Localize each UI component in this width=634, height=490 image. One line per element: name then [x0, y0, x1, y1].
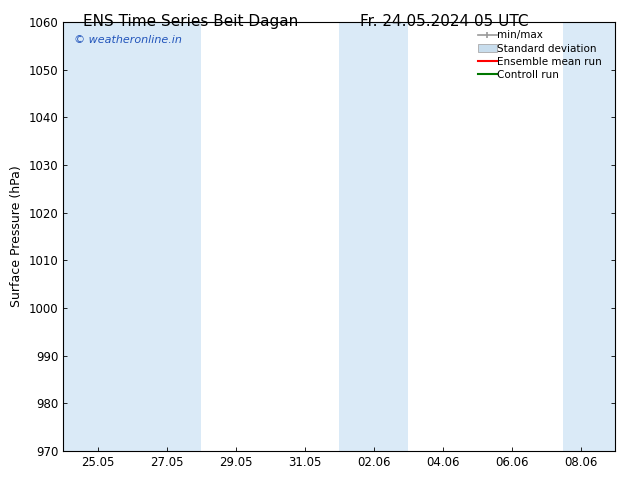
Text: © weatheronline.in: © weatheronline.in [74, 35, 183, 45]
Y-axis label: Surface Pressure (hPa): Surface Pressure (hPa) [10, 166, 23, 307]
Text: ENS Time Series Beit Dagan: ENS Time Series Beit Dagan [82, 14, 298, 29]
Legend: min/max, Standard deviation, Ensemble mean run, Controll run: min/max, Standard deviation, Ensemble me… [475, 27, 610, 83]
Bar [63, 22, 202, 451]
Bar [339, 22, 408, 451]
Bar [563, 22, 615, 451]
Text: Fr. 24.05.2024 05 UTC: Fr. 24.05.2024 05 UTC [359, 14, 528, 29]
